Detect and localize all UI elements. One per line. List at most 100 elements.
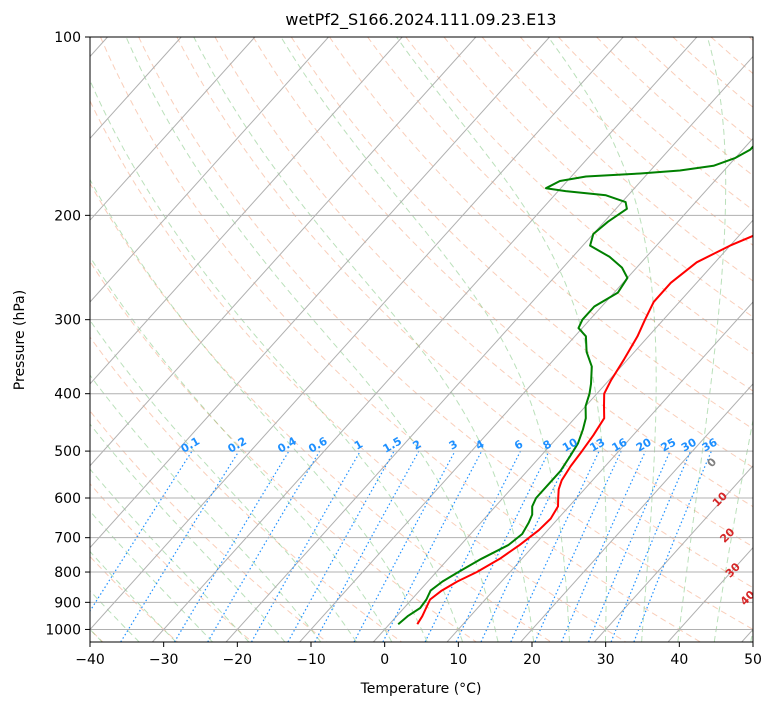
profile-line <box>397 145 753 625</box>
pressure-gridlines <box>90 37 753 630</box>
moist-adiabat-line <box>90 510 213 642</box>
dry-adiabat-line <box>90 182 552 642</box>
x-axis-label: Temperature (°C) <box>360 681 482 697</box>
dry-adiabat-line <box>634 37 753 142</box>
isotherm-line <box>151 37 698 642</box>
mixing-ratio-line <box>90 450 193 613</box>
dry-adiabat-line <box>90 260 477 642</box>
isotherm-line <box>90 37 329 303</box>
mixing-ratio-label: 1.5 <box>381 435 404 456</box>
moist-adiabat-line <box>90 79 464 642</box>
y-tick-label: 100 <box>54 30 81 46</box>
dry-adiabat-line <box>443 37 753 318</box>
isotherm-line <box>741 628 753 642</box>
isotherm-line <box>446 301 753 642</box>
moist-adiabat-line <box>547 37 657 642</box>
mixing-ratio-line <box>610 450 692 642</box>
moist-adiabat-line <box>280 37 570 642</box>
moist-adiabat-line <box>193 37 535 642</box>
moist-adiabat-line <box>396 37 607 642</box>
x-tick-label: −10 <box>296 652 326 668</box>
y-tick-label: 300 <box>54 313 81 329</box>
mixing-ratio-line <box>633 450 712 642</box>
mixing-ratio-label: 16 <box>610 435 630 454</box>
mixing-ratio-label: 6 <box>512 437 525 452</box>
moist-adiabat-label: 0 <box>705 455 720 470</box>
mixing-ratio-line <box>534 450 622 642</box>
isotherm-line <box>90 37 550 549</box>
x-axis: −40 −30 −20 −10 0 10 20 30 40 50 <box>75 642 762 668</box>
mixing-ratio-line <box>588 450 671 642</box>
dry-adiabat-line <box>90 483 253 642</box>
mixing-ratio-label: 25 <box>659 436 679 455</box>
isotherm-line <box>90 37 624 631</box>
moist-adiabat-line <box>90 374 322 642</box>
x-tick-label: 40 <box>670 652 688 668</box>
mixing-ratio-label: 0.1 <box>179 435 202 456</box>
x-tick-label: 10 <box>449 652 467 668</box>
mixing-ratio-line <box>455 450 550 642</box>
dry-adiabat-label: -30 <box>0 432 1 456</box>
isotherm-line <box>90 37 403 385</box>
x-tick-label: 50 <box>744 652 762 668</box>
dry-adiabat-line <box>558 37 753 211</box>
y-tick-label: 1000 <box>45 622 81 638</box>
isotherm-line <box>90 37 477 467</box>
moist-adiabat-label: 40 <box>738 588 758 608</box>
plot-frame <box>89 36 754 643</box>
dry-adiabat-line <box>405 37 753 355</box>
moist-adiabat-line <box>90 319 357 642</box>
dry-adiabat-line <box>710 37 753 75</box>
moist-adiabat-line <box>90 178 428 642</box>
chart-title: wetPf2_S166.2024.111.09.23.E13 <box>285 10 556 30</box>
dry-adiabat-line <box>100 37 701 642</box>
isotherm-line <box>667 546 753 642</box>
isotherm-line <box>90 37 256 221</box>
isotherm-line <box>299 137 753 642</box>
moist-adiabat-line <box>125 37 499 642</box>
mixing-ratio-line <box>353 450 456 642</box>
moist-adiabat-label: 10 <box>710 489 730 509</box>
mixing-ratio-line <box>120 450 240 642</box>
dry-adiabat-line <box>90 99 626 642</box>
mixing-ratio-label: 0.6 <box>306 434 330 455</box>
moist-adiabat-line <box>90 255 393 642</box>
y-tick-label: 600 <box>54 491 81 507</box>
dry-adiabat-line <box>214 37 753 548</box>
y-axis-label: Pressure (hPa) <box>12 290 28 390</box>
dry-adiabat-line <box>90 410 328 642</box>
dry-adiabat-line <box>367 37 753 392</box>
mixing-ratio-line <box>510 450 600 642</box>
mixing-ratio-label: 3 <box>447 438 460 453</box>
mixing-ratio-line <box>480 450 573 642</box>
profile-series <box>397 145 753 625</box>
isotherm-line <box>372 219 753 642</box>
moist-adiabat-line <box>677 37 727 642</box>
dry-adiabat-line <box>519 37 753 246</box>
mixing-ratio-label: 2 <box>411 438 424 453</box>
mixing-ratio-label: 1 <box>352 438 365 453</box>
isotherm-line <box>593 464 753 642</box>
x-tick-label: 20 <box>523 652 541 668</box>
mixing-ratio-label: 10 <box>560 435 580 454</box>
profile-line <box>416 234 753 625</box>
mixing-ratio-label: 30 <box>679 435 699 454</box>
moist-adiabat-line <box>90 468 250 642</box>
y-tick-label: 800 <box>54 565 81 581</box>
y-tick-label: 500 <box>54 444 81 460</box>
mixing-ratio-label: 0.4 <box>275 434 299 455</box>
y-tick-label: 200 <box>54 208 81 224</box>
mixing-ratio-line <box>173 450 290 642</box>
dry-adiabat-line <box>90 336 402 642</box>
x-tick-label: −20 <box>223 652 253 668</box>
dry-adiabat-line <box>176 37 753 589</box>
mixing-ratio-label: 8 <box>541 438 554 453</box>
isotherm-line <box>520 383 753 642</box>
mixing-ratio-line <box>314 450 420 642</box>
moist-adiabat-label: 20 <box>717 525 737 545</box>
dry-adiabat-line <box>329 37 753 430</box>
moist-adiabat-line <box>90 423 286 642</box>
dry-adiabat-label: -20 <box>17 403 39 427</box>
y-tick-label: 900 <box>54 595 81 611</box>
y-tick-label: 400 <box>54 387 81 403</box>
